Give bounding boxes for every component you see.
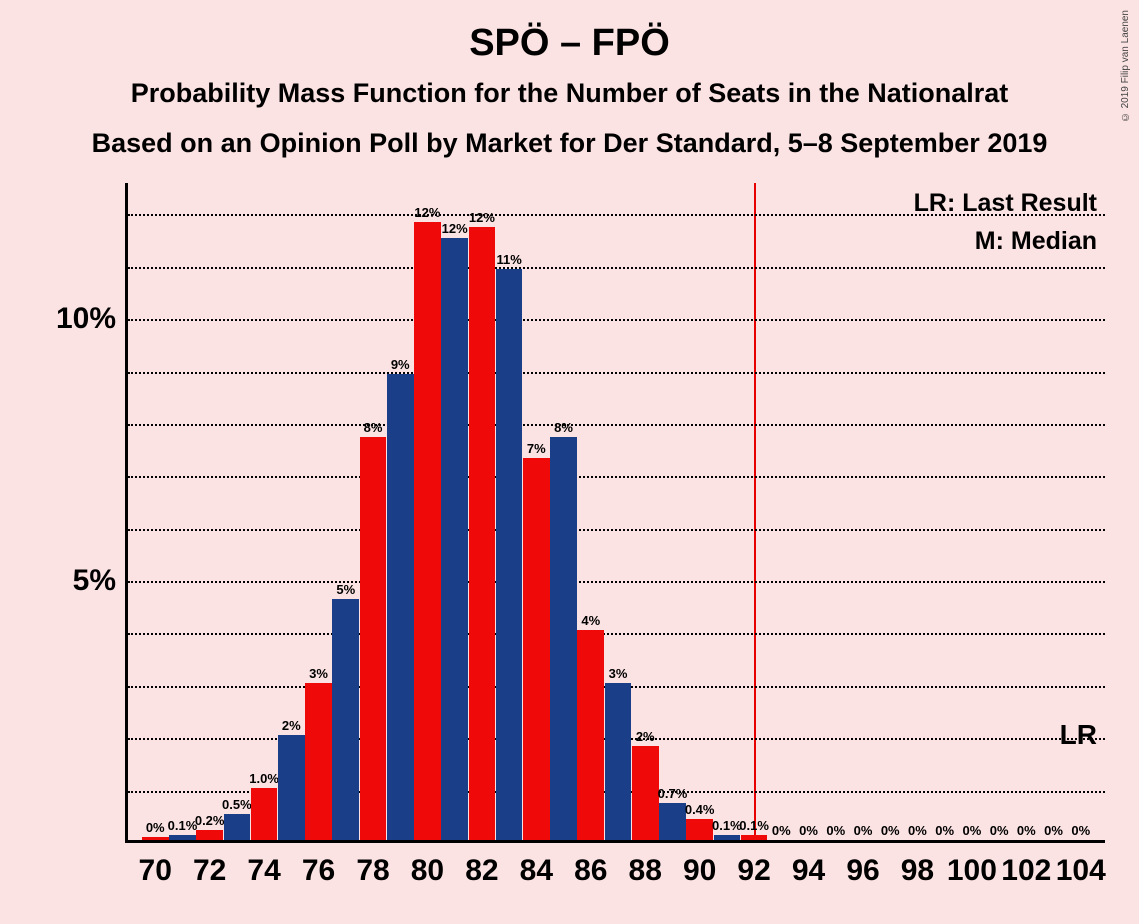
x-tick-label: 80 <box>411 854 444 888</box>
x-tick-label: 72 <box>193 854 226 888</box>
bar-value-label: 0% <box>1017 823 1036 838</box>
bar-value-label: 0.2% <box>195 813 225 828</box>
bar-value-label: 0% <box>854 823 873 838</box>
x-tick-label: 86 <box>574 854 607 888</box>
bar <box>469 227 496 840</box>
bar-value-label: 5% <box>336 582 355 597</box>
bar <box>224 814 251 840</box>
last-result-line <box>754 183 756 840</box>
copyright-text: © 2019 Filip van Laenen <box>1120 10 1131 122</box>
bar <box>605 683 632 840</box>
bar <box>523 458 550 840</box>
gridline <box>128 476 1105 478</box>
gridline <box>128 319 1105 321</box>
bar-value-label: 0.5% <box>222 797 252 812</box>
gridline <box>128 372 1105 374</box>
bar-value-label: 0% <box>772 823 791 838</box>
bar <box>169 835 196 840</box>
bar <box>332 599 359 840</box>
y-tick-label: 10% <box>56 302 116 336</box>
chart-subtitle-1: Probability Mass Function for the Number… <box>0 78 1139 109</box>
bar <box>659 803 686 840</box>
gridline <box>128 633 1105 635</box>
bar <box>305 683 332 840</box>
x-tick-label: 78 <box>356 854 389 888</box>
x-tick-label: 76 <box>302 854 335 888</box>
bar-value-label: 0% <box>908 823 927 838</box>
y-tick-label: 5% <box>73 564 116 598</box>
bar-value-label: 12% <box>442 221 468 236</box>
x-tick-label: 88 <box>629 854 662 888</box>
chart-plot-area: M LR: Last Result M: Median LR 5%10%7072… <box>125 183 1105 843</box>
x-tick-label: 82 <box>465 854 498 888</box>
bar-value-label: 12% <box>469 210 495 225</box>
gridline <box>128 267 1105 269</box>
chart-subtitle-2: Based on an Opinion Poll by Market for D… <box>0 128 1139 159</box>
bar-value-label: 2% <box>636 729 655 744</box>
bar-value-label: 12% <box>414 205 440 220</box>
bar <box>741 835 768 840</box>
bar-value-label: 8% <box>364 420 383 435</box>
bar-value-label: 4% <box>581 613 600 628</box>
bar-value-label: 11% <box>496 252 521 267</box>
bar <box>142 837 169 840</box>
x-tick-label: 104 <box>1056 854 1106 888</box>
bar-value-label: 0% <box>1044 823 1063 838</box>
bar-value-label: 0% <box>1071 823 1090 838</box>
bar <box>550 437 577 840</box>
gridline <box>128 214 1105 216</box>
bar <box>686 819 713 840</box>
bar <box>577 630 604 840</box>
bar-value-label: 0% <box>990 823 1009 838</box>
x-tick-label: 74 <box>247 854 280 888</box>
bar-value-label: 0% <box>962 823 981 838</box>
bar <box>714 835 741 840</box>
x-tick-label: 92 <box>737 854 770 888</box>
x-tick-label: 70 <box>139 854 172 888</box>
gridline <box>128 424 1105 426</box>
bar-value-label: 2% <box>282 718 301 733</box>
lr-axis-label: LR <box>1060 719 1097 751</box>
x-tick-label: 90 <box>683 854 716 888</box>
bar-value-label: 0% <box>881 823 900 838</box>
bar-value-label: 0.4% <box>685 802 715 817</box>
bar <box>414 222 441 840</box>
bar-value-label: 0% <box>826 823 845 838</box>
bar-value-label: 3% <box>309 666 328 681</box>
bar-value-label: 9% <box>391 357 410 372</box>
x-tick-label: 98 <box>901 854 934 888</box>
bar <box>360 437 387 840</box>
bar-value-label: 0.7% <box>658 786 688 801</box>
bar-value-label: 0.1% <box>712 818 742 833</box>
bar-value-label: 7% <box>527 441 546 456</box>
chart-title: SPÖ – FPÖ <box>0 22 1139 65</box>
bar-value-label: 3% <box>609 666 628 681</box>
bar <box>251 788 278 840</box>
bar <box>387 374 414 840</box>
bar-value-label: 0.1% <box>739 818 769 833</box>
bar <box>441 238 468 840</box>
x-tick-label: 102 <box>1001 854 1051 888</box>
x-tick-label: 100 <box>947 854 997 888</box>
bar-value-label: 1.0% <box>249 771 279 786</box>
bar <box>196 830 223 840</box>
gridline <box>128 581 1105 583</box>
legend-median: M: Median <box>975 227 1097 256</box>
bar-value-label: 0.1% <box>168 818 198 833</box>
bar-value-label: 0% <box>146 820 165 835</box>
bar-value-label: 0% <box>935 823 954 838</box>
gridline <box>128 529 1105 531</box>
bar <box>632 746 659 840</box>
bar-value-label: 8% <box>554 420 573 435</box>
x-tick-label: 96 <box>846 854 879 888</box>
x-tick-label: 94 <box>792 854 825 888</box>
bar <box>278 735 305 840</box>
x-tick-label: 84 <box>520 854 553 888</box>
bar-value-label: 0% <box>799 823 818 838</box>
bar <box>496 269 523 840</box>
